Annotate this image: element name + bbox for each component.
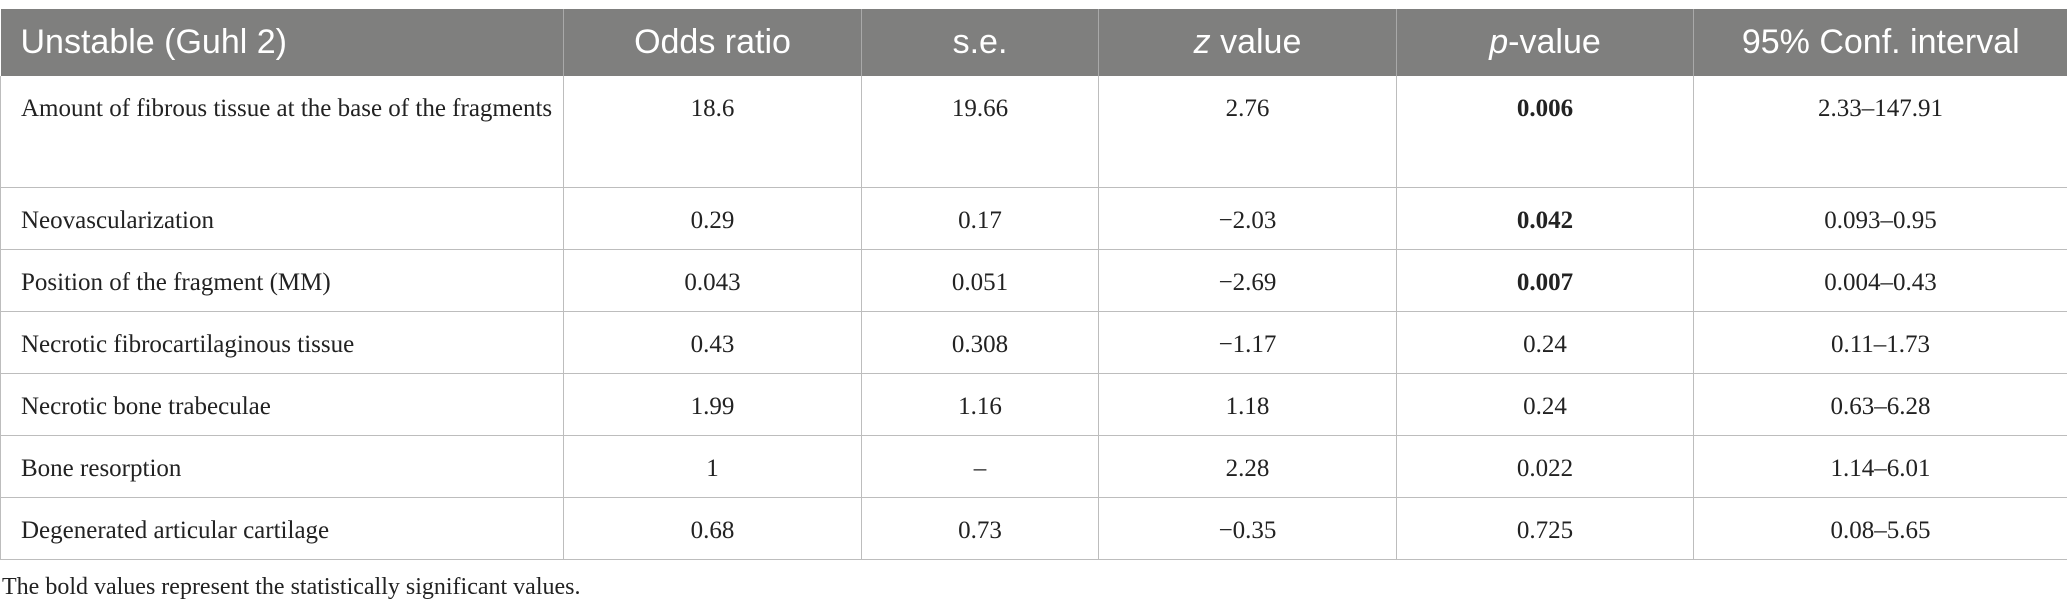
odds-ratio-cell: 0.43 [563, 311, 862, 374]
table-header: Unstable (Guhl 2) Odds ratio s.e. z valu… [0, 9, 2067, 76]
header-z-text: value [1210, 23, 1302, 61]
conf-interval-cell: 1.14–6.01 [1693, 435, 2067, 498]
header-se: s.e. [861, 9, 1099, 76]
p-value-cell: 0.24 [1396, 373, 1694, 436]
p-value-cell: 0.725 [1396, 497, 1694, 560]
p-value-cell: 0.007 [1396, 249, 1694, 312]
row-label-cell: Necrotic bone trabeculae [0, 373, 564, 436]
header-p-value: p-value [1396, 9, 1694, 76]
conf-interval-cell: 0.63–6.28 [1693, 373, 2067, 436]
table-row: Position of the fragment (MM) 0.043 0.051−… [0, 249, 2067, 312]
odds-ratio-table: Unstable (Guhl 2) Odds ratio s.e. z valu… [0, 9, 2067, 560]
row-label-cell: Neovascularization [0, 187, 564, 250]
se-cell: 19.66 [861, 76, 1099, 188]
conf-interval-cell: 2.33–147.91 [1693, 76, 2067, 188]
table-row: Necrotic bone trabeculae 1.99 1.16 1.18 0.24… [0, 373, 2067, 436]
table-row: Bone resorption 1–2.28 0.022 1.14–6.01 [0, 435, 2067, 498]
conf-interval-cell: 0.08–5.65 [1693, 497, 2067, 560]
z-value-cell: 2.76 [1098, 76, 1397, 188]
conf-interval-cell: 0.004–0.43 [1693, 249, 2067, 312]
conf-interval-cell: 0.11–1.73 [1693, 311, 2067, 374]
table-row: Amount of fibrous tissue at the base of … [0, 76, 2067, 188]
header-z-symbol: z [1193, 23, 1211, 61]
odds-ratio-cell: 0.29 [563, 187, 862, 250]
se-cell: 1.16 [861, 373, 1099, 436]
results-table-container: Unstable (Guhl 2) Odds ratio s.e. z valu… [0, 9, 2067, 560]
odds-ratio-cell: 1 [563, 435, 862, 498]
p-value-cell: 0.042 [1396, 187, 1694, 250]
header-conf-interval: 95% Conf. interval [1693, 9, 2067, 76]
row-label-cell: Position of the fragment (MM) [0, 249, 564, 312]
odds-ratio-cell: 0.68 [563, 497, 862, 560]
se-cell: – [861, 435, 1099, 498]
header-p-text: -value [1508, 23, 1601, 61]
z-value-cell: −1.17 [1098, 311, 1397, 374]
table-body: Amount of fibrous tissue at the base of … [0, 76, 2067, 560]
z-value-cell: −0.35 [1098, 497, 1397, 560]
se-cell: 0.308 [861, 311, 1099, 374]
table-row: Neovascularization 0.29 0.17 −2.03 0.042 0.09… [0, 187, 2067, 250]
z-value-cell: −2.03 [1098, 187, 1397, 250]
header-unstable: Unstable (Guhl 2) [0, 9, 564, 76]
table-row: Necrotic fibrocartilaginous tissue 0.43 0.… [0, 311, 2067, 374]
z-value-cell: −2.69 [1098, 249, 1397, 312]
header-p-symbol: p [1489, 23, 1509, 61]
se-cell: 0.051 [861, 249, 1099, 312]
p-value-cell: 0.022 [1396, 435, 1694, 498]
odds-ratio-cell: 0.043 [563, 249, 862, 312]
row-label-cell: Necrotic fibrocartilaginous tissue [0, 311, 564, 374]
odds-ratio-cell: 18.6 [563, 76, 862, 188]
header-row: Unstable (Guhl 2) Odds ratio s.e. z valu… [0, 9, 2067, 76]
z-value-cell: 1.18 [1098, 373, 1397, 436]
conf-interval-cell: 0.093–0.95 [1693, 187, 2067, 250]
table-footnote: The bold values represent the statistica… [2, 574, 581, 600]
p-value-cell: 0.006 [1396, 76, 1694, 188]
table-row: Degenerated articular cartilage 0.68 0.73−… [0, 497, 2067, 560]
se-cell: 0.73 [861, 497, 1099, 560]
p-value-cell: 0.24 [1396, 311, 1694, 374]
row-label-cell: Bone resorption [0, 435, 564, 498]
z-value-cell: 2.28 [1098, 435, 1397, 498]
odds-ratio-cell: 1.99 [563, 373, 862, 436]
row-label-cell: Amount of fibrous tissue at the base of … [0, 76, 564, 188]
row-label-cell: Degenerated articular cartilage [0, 497, 564, 560]
se-cell: 0.17 [861, 187, 1099, 250]
header-z-value: z value [1098, 9, 1397, 76]
header-odds-ratio: Odds ratio [563, 9, 862, 76]
